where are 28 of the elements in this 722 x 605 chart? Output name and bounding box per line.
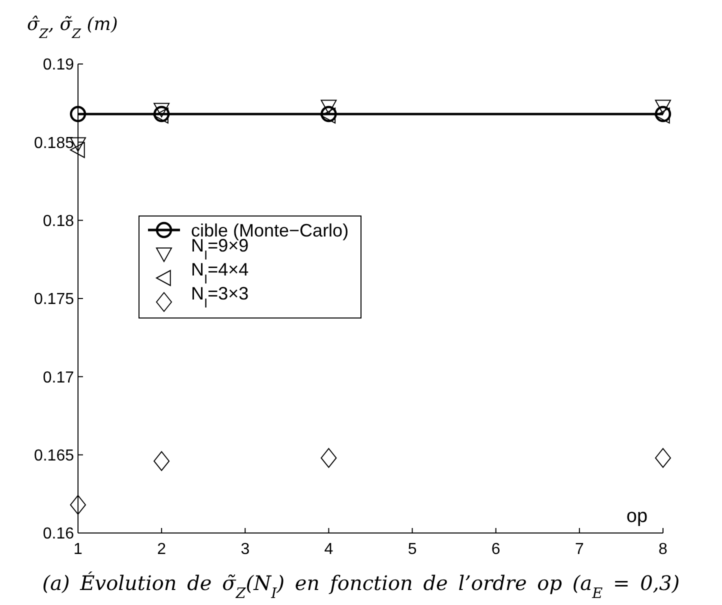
- y-tick-label: 0.175: [34, 291, 74, 308]
- legend-label: N$_{I}$=4×4: [191, 259, 249, 286]
- point: [655, 448, 671, 468]
- y-tick-label: 0.165: [34, 447, 74, 464]
- y-tick-label: 0.17: [42, 369, 74, 386]
- point: [655, 100, 671, 114]
- x-tick-label: 3: [240, 541, 250, 558]
- x-tick-label: 8: [658, 541, 668, 558]
- y-tick-label: 0.18: [42, 212, 74, 230]
- x-tick-label: 1: [74, 541, 83, 558]
- point: [320, 100, 337, 114]
- point: [320, 448, 337, 468]
- y-tick-label: 0.16: [42, 526, 74, 543]
- point: [70, 106, 86, 122]
- point: [70, 494, 86, 515]
- y-tick-label: 0.185: [34, 134, 74, 152]
- x-axis-title: op: [626, 506, 648, 527]
- x-tick-label: 7: [574, 541, 584, 558]
- x-tick-label: 2: [157, 541, 166, 558]
- text: (a) Évolution de σ̃$_{Z}$(N$_{I}$) en fonction de l’ordre op (a$_{E}$ = 0,3): [42, 571, 680, 602]
- x-tick-label: 6: [491, 541, 500, 558]
- x-tick-label: 5: [408, 541, 417, 558]
- y-tick-label: 0.19: [42, 56, 74, 74]
- point: [154, 102, 170, 118]
- x-tick-label: 4: [324, 541, 334, 558]
- legend-label: N$_{I}$=3×3: [191, 283, 249, 310]
- point: [154, 451, 170, 471]
- y-axis-title: σ̂$_{Z}$, σ̃$_{Z}$ (m): [27, 14, 118, 42]
